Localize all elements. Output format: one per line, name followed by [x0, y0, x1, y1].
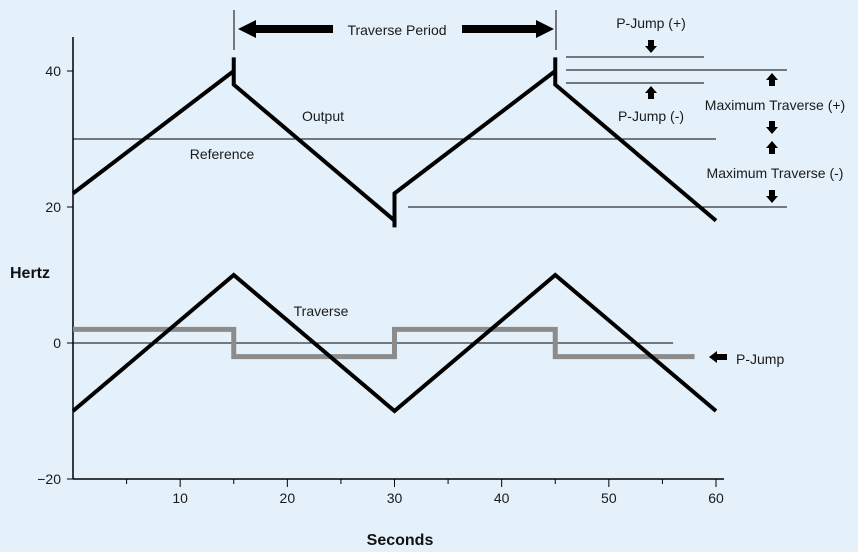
p-jump-minus-label: P-Jump (-) [618, 108, 684, 124]
y-axis-title: Hertz [10, 265, 50, 282]
traverse-line [71, 272, 718, 414]
arrow-up-icon [766, 73, 778, 86]
output-series-label: Output [302, 108, 344, 124]
axes: −20 0 20 40 10 20 30 40 50 60 [37, 37, 724, 506]
arrow-up-icon [645, 86, 657, 99]
p-jump-line [73, 326, 695, 360]
y-tick-label: 20 [45, 199, 61, 215]
max-traverse-markers [408, 69, 787, 208]
x-tick-label: 40 [494, 490, 510, 506]
arrow-right-icon [536, 20, 554, 38]
series-layer [71, 57, 718, 414]
y-tick-label: −20 [37, 471, 61, 487]
x-tick-label: 60 [708, 490, 724, 506]
arrow-left-shaft [255, 25, 333, 33]
p-jump-pointer-icon [709, 351, 727, 363]
arrow-left-icon [238, 20, 256, 38]
x-tick-label: 50 [601, 490, 617, 506]
reference-series-label: Reference [190, 146, 255, 162]
arrow-up-icon [766, 141, 778, 154]
x-tick-label: 20 [280, 490, 296, 506]
arrow-down-icon [766, 190, 778, 203]
p-jump-series-label: P-Jump [736, 351, 784, 367]
arrow-right-shaft [462, 25, 540, 33]
p-jump-markers [566, 40, 704, 99]
y-tick-label: 0 [53, 335, 61, 351]
arrow-down-icon [645, 40, 657, 53]
traverse-series-label: Traverse [294, 303, 349, 319]
y-tick-label: 40 [45, 63, 61, 79]
arrow-down-icon [766, 121, 778, 134]
output-line [71, 57, 718, 228]
max-traverse-minus-label: Maximum Traverse (-) [707, 165, 844, 181]
x-tick-label: 30 [387, 490, 403, 506]
max-traverse-plus-label: Maximum Traverse (+) [705, 97, 845, 113]
p-jump-plus-label: P-Jump (+) [616, 15, 686, 31]
x-axis-title: Seconds [367, 532, 434, 549]
x-tick-label: 10 [172, 490, 188, 506]
traverse-period-label: Traverse Period [347, 22, 446, 38]
traverse-period-arrow [233, 10, 557, 50]
